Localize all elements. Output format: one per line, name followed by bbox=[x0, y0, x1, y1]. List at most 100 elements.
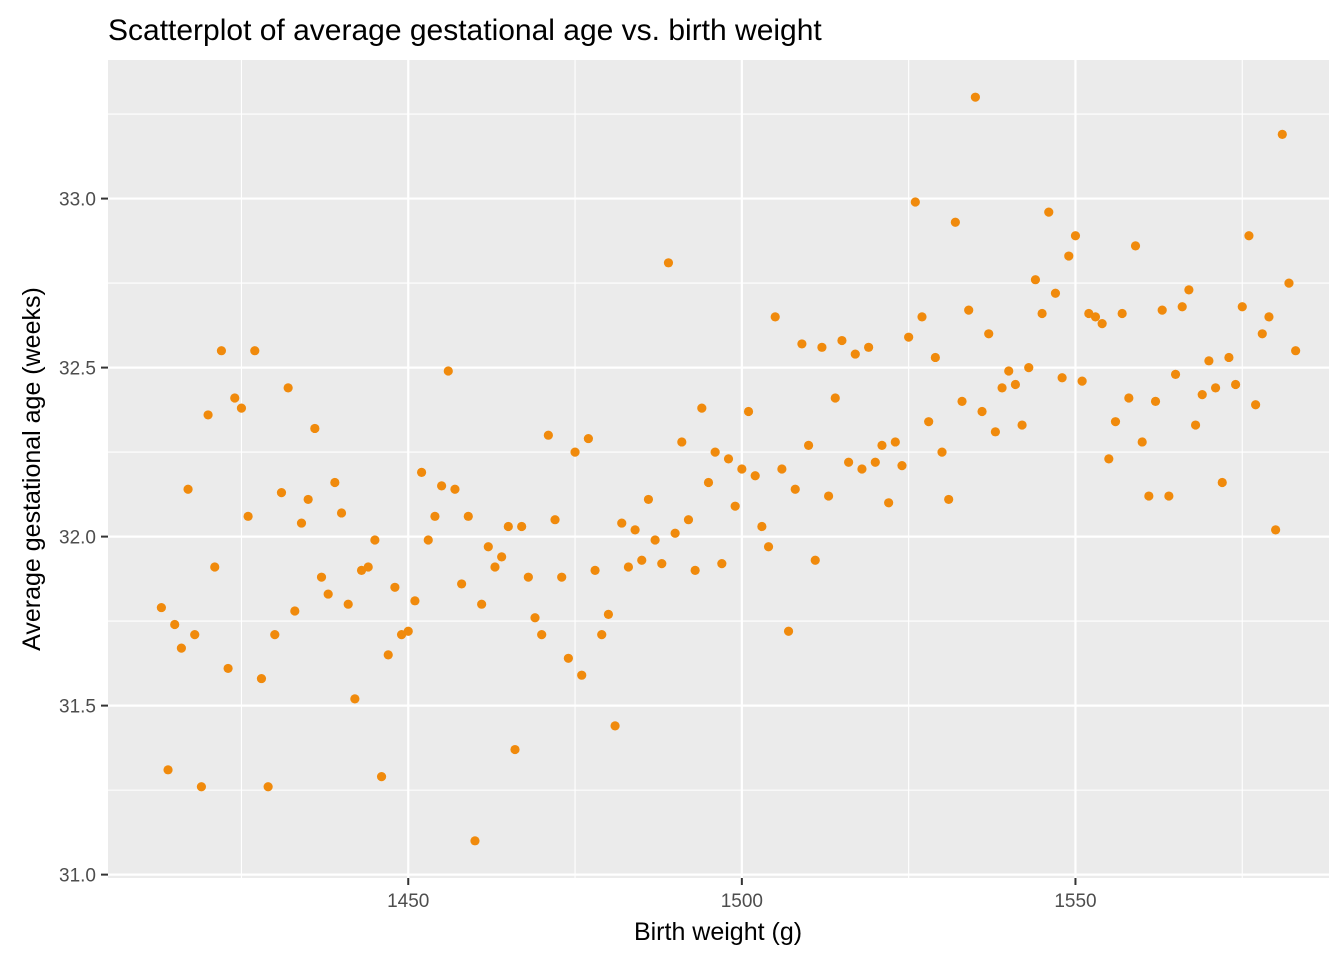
data-point bbox=[1204, 356, 1214, 366]
data-point bbox=[577, 670, 587, 680]
data-point bbox=[944, 494, 954, 505]
data-point bbox=[617, 518, 627, 528]
x-axis-title: Birth weight (g) bbox=[634, 918, 802, 946]
data-point bbox=[1144, 491, 1154, 501]
plot-panel bbox=[108, 60, 1329, 878]
x-tick-label: 1450 bbox=[387, 891, 429, 912]
data-point bbox=[583, 433, 593, 444]
data-point bbox=[1184, 285, 1194, 295]
data-point bbox=[984, 329, 994, 339]
data-point bbox=[957, 396, 967, 406]
data-point bbox=[1237, 302, 1247, 312]
data-point bbox=[1190, 420, 1201, 430]
data-point bbox=[864, 342, 874, 352]
data-point bbox=[537, 630, 547, 640]
data-point bbox=[470, 836, 480, 846]
data-point bbox=[730, 501, 740, 511]
data-point bbox=[1210, 383, 1221, 393]
data-point bbox=[196, 782, 207, 792]
data-point bbox=[243, 511, 253, 521]
data-point bbox=[450, 484, 460, 494]
data-point bbox=[657, 559, 667, 569]
data-point bbox=[917, 312, 927, 322]
data-point bbox=[1024, 362, 1034, 373]
data-point bbox=[710, 447, 720, 457]
data-point bbox=[236, 403, 247, 413]
data-point bbox=[283, 383, 293, 393]
data-point bbox=[877, 440, 887, 450]
data-point bbox=[296, 518, 307, 528]
data-point bbox=[530, 613, 540, 623]
data-point bbox=[1177, 302, 1187, 312]
data-point bbox=[1291, 346, 1301, 356]
data-point bbox=[870, 457, 880, 467]
data-point bbox=[837, 335, 847, 346]
data-point bbox=[563, 653, 573, 663]
data-point bbox=[223, 663, 233, 674]
data-point bbox=[256, 673, 267, 684]
data-point bbox=[723, 454, 734, 464]
data-point bbox=[1257, 329, 1267, 339]
data-point bbox=[1264, 312, 1274, 322]
data-point bbox=[844, 457, 854, 467]
data-point bbox=[1004, 366, 1014, 376]
data-point bbox=[437, 481, 447, 491]
data-point bbox=[403, 626, 413, 636]
data-point bbox=[1117, 308, 1127, 319]
data-point bbox=[430, 511, 440, 521]
data-point bbox=[817, 342, 827, 352]
data-point bbox=[904, 332, 914, 342]
data-point bbox=[543, 430, 553, 440]
data-point bbox=[1130, 241, 1141, 251]
data-point bbox=[303, 494, 313, 505]
data-point bbox=[650, 535, 660, 545]
data-point bbox=[910, 197, 920, 207]
data-point bbox=[350, 694, 360, 704]
y-axis-title: Average gestational age (weeks) bbox=[18, 287, 46, 651]
data-point bbox=[457, 579, 467, 589]
data-point bbox=[1077, 376, 1087, 386]
data-point bbox=[924, 417, 934, 427]
data-point bbox=[503, 521, 513, 532]
data-point bbox=[1124, 393, 1134, 403]
y-axis: 31.0 31.5 32.0 32.5 33.0 bbox=[59, 190, 108, 887]
data-point bbox=[997, 383, 1007, 393]
data-point bbox=[743, 406, 754, 417]
data-point bbox=[1251, 400, 1261, 410]
data-point bbox=[323, 589, 333, 599]
data-point bbox=[570, 447, 580, 457]
data-point bbox=[517, 521, 527, 532]
data-point bbox=[823, 491, 834, 501]
data-point bbox=[550, 515, 560, 525]
data-point bbox=[1057, 373, 1067, 383]
data-point bbox=[557, 572, 567, 582]
data-point bbox=[316, 572, 327, 582]
data-point bbox=[610, 721, 620, 731]
data-point bbox=[970, 92, 980, 102]
data-point bbox=[510, 744, 520, 755]
data-point bbox=[1197, 390, 1207, 400]
data-point bbox=[190, 630, 200, 640]
data-point bbox=[230, 393, 240, 403]
data-point bbox=[336, 508, 347, 518]
data-point bbox=[683, 515, 694, 525]
y-tick-label: 33.0 bbox=[59, 190, 96, 211]
data-point bbox=[483, 542, 493, 552]
data-point bbox=[1017, 420, 1027, 430]
data-point bbox=[376, 771, 387, 782]
data-point bbox=[750, 471, 760, 481]
data-point bbox=[183, 484, 193, 494]
data-point bbox=[1090, 312, 1101, 322]
data-point bbox=[497, 552, 507, 562]
data-point bbox=[176, 643, 186, 653]
data-point bbox=[1064, 251, 1074, 261]
data-point bbox=[170, 619, 180, 630]
y-tick-label: 32.5 bbox=[59, 359, 96, 380]
data-point bbox=[343, 599, 353, 609]
data-point bbox=[463, 511, 473, 521]
data-point bbox=[783, 626, 794, 636]
data-point bbox=[1037, 308, 1047, 319]
data-point bbox=[977, 406, 987, 417]
data-point bbox=[777, 464, 787, 474]
